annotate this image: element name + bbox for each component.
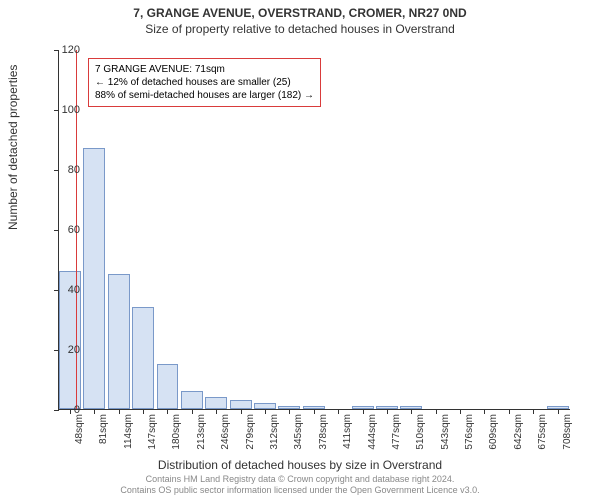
- xtick-mark: [192, 409, 193, 414]
- xtick-mark: [94, 409, 95, 414]
- xtick-label: 180sqm: [171, 414, 182, 464]
- xtick-mark: [509, 409, 510, 414]
- chart-area: 48sqm81sqm114sqm147sqm180sqm213sqm246sqm…: [58, 50, 570, 410]
- page-title: 7, GRANGE AVENUE, OVERSTRAND, CROMER, NR…: [0, 6, 600, 20]
- xtick-label: 114sqm: [123, 414, 134, 464]
- ytick-label: 60: [50, 224, 80, 236]
- histogram-bar: [83, 148, 105, 409]
- y-axis-label: Number of detached properties: [6, 65, 20, 230]
- xtick-mark: [338, 409, 339, 414]
- xtick-mark: [119, 409, 120, 414]
- footer-line: Contains HM Land Registry data © Crown c…: [0, 474, 600, 485]
- xtick-mark: [436, 409, 437, 414]
- xtick-mark: [533, 409, 534, 414]
- xtick-mark: [143, 409, 144, 414]
- x-axis-label: Distribution of detached houses by size …: [0, 458, 600, 472]
- xtick-label: 81sqm: [98, 414, 109, 464]
- ytick-label: 20: [50, 344, 80, 356]
- xtick-label: 378sqm: [318, 414, 329, 464]
- annotation-line: 7 GRANGE AVENUE: 71sqm: [95, 63, 314, 76]
- xtick-mark: [241, 409, 242, 414]
- annotation-line: ← 12% of detached houses are smaller (25…: [95, 76, 314, 89]
- xtick-label: 279sqm: [245, 414, 256, 464]
- annotation-box: 7 GRANGE AVENUE: 71sqm ← 12% of detached…: [88, 58, 321, 107]
- xtick-mark: [216, 409, 217, 414]
- xtick-label: 609sqm: [488, 414, 499, 464]
- xtick-label: 246sqm: [220, 414, 231, 464]
- xtick-mark: [363, 409, 364, 414]
- xtick-label: 345sqm: [293, 414, 304, 464]
- footer-line: Contains OS public sector information li…: [0, 485, 600, 496]
- xtick-mark: [460, 409, 461, 414]
- ytick-label: 80: [50, 164, 80, 176]
- xtick-mark: [167, 409, 168, 414]
- xtick-label: 147sqm: [147, 414, 158, 464]
- xtick-label: 675sqm: [537, 414, 548, 464]
- xtick-label: 48sqm: [74, 414, 85, 464]
- xtick-label: 510sqm: [415, 414, 426, 464]
- xtick-label: 708sqm: [562, 414, 573, 464]
- page-subtitle: Size of property relative to detached ho…: [0, 22, 600, 36]
- xtick-label: 642sqm: [513, 414, 524, 464]
- xtick-label: 543sqm: [440, 414, 451, 464]
- histogram-bar: [108, 274, 130, 409]
- xtick-mark: [265, 409, 266, 414]
- xtick-mark: [289, 409, 290, 414]
- ytick-label: 0: [50, 404, 80, 416]
- histogram-bar: [205, 397, 227, 409]
- histogram-bar: [132, 307, 154, 409]
- xtick-label: 213sqm: [196, 414, 207, 464]
- xtick-mark: [387, 409, 388, 414]
- histogram-bar: [230, 400, 252, 409]
- xtick-label: 444sqm: [367, 414, 378, 464]
- xtick-mark: [484, 409, 485, 414]
- annotation-line: 88% of semi-detached houses are larger (…: [95, 89, 314, 102]
- ytick-label: 100: [50, 104, 80, 116]
- histogram-bar: [157, 364, 179, 409]
- xtick-label: 411sqm: [342, 414, 353, 464]
- xtick-label: 576sqm: [464, 414, 475, 464]
- title-block: 7, GRANGE AVENUE, OVERSTRAND, CROMER, NR…: [0, 0, 600, 36]
- xtick-mark: [411, 409, 412, 414]
- histogram-bar: [181, 391, 203, 409]
- xtick-label: 477sqm: [391, 414, 402, 464]
- ytick-label: 120: [50, 44, 80, 56]
- xtick-label: 312sqm: [269, 414, 280, 464]
- footer: Contains HM Land Registry data © Crown c…: [0, 474, 600, 496]
- xtick-mark: [314, 409, 315, 414]
- ytick-label: 40: [50, 284, 80, 296]
- xtick-mark: [558, 409, 559, 414]
